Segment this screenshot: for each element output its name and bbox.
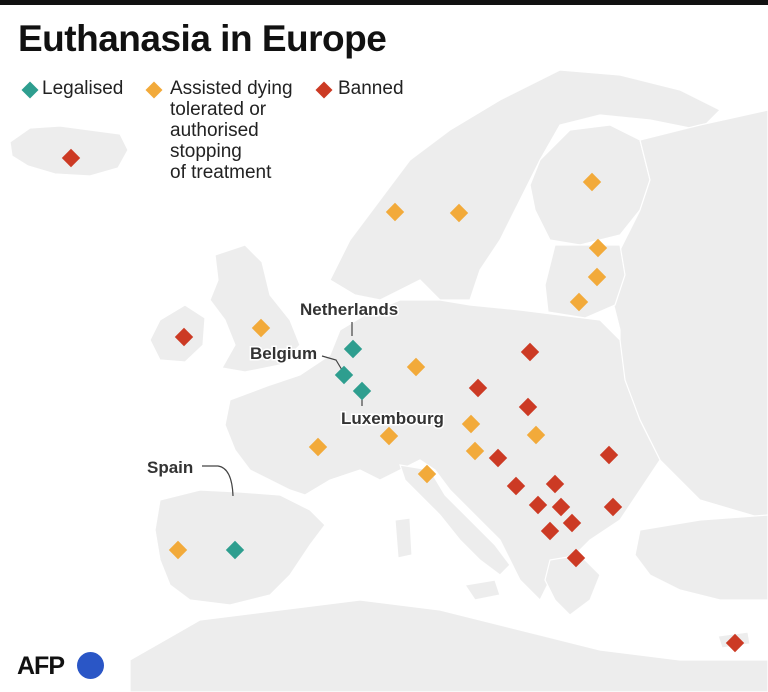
marker-poland — [520, 342, 540, 362]
tolerated-swatch — [145, 81, 163, 99]
legalised-swatch — [21, 81, 39, 99]
marker-slovakia — [518, 397, 538, 417]
marker-germany — [406, 357, 426, 377]
top-rule — [0, 0, 768, 5]
marker-france — [308, 437, 328, 457]
country-markers — [61, 148, 745, 653]
britain-land — [209, 244, 301, 373]
luxembourg-label: Luxembourg — [341, 409, 444, 428]
marker-italy — [417, 464, 437, 484]
logo-text: AFP — [17, 652, 65, 680]
marker-spain — [225, 540, 245, 560]
spain-leader — [202, 465, 234, 497]
marker-belgium — [334, 365, 354, 385]
marker-albania — [540, 521, 560, 541]
marker-lithuania — [569, 292, 589, 312]
sicily-land — [463, 579, 501, 601]
scandinavia-land — [329, 69, 722, 301]
marker-hungary — [526, 425, 546, 445]
marker-kosovo — [551, 497, 571, 517]
baltics-land — [544, 244, 626, 319]
netherlands-label: Netherlands — [300, 300, 398, 319]
logo-dot — [77, 652, 104, 679]
marker-norway — [385, 202, 405, 222]
italy-land — [399, 464, 511, 576]
marker-iceland — [61, 148, 81, 168]
marker-croatia — [488, 448, 508, 468]
belgium-leader — [321, 355, 343, 371]
marker-serbia — [545, 474, 565, 494]
legend-label: Banned — [338, 78, 404, 99]
marker-montenegro — [528, 495, 548, 515]
legend-label: Assisted dying tolerated or authorised s… — [170, 78, 293, 183]
marker-austria — [461, 414, 481, 434]
turkey-land — [634, 514, 768, 601]
marker-netherlands — [343, 339, 363, 359]
belgium-label: Belgium — [250, 344, 317, 363]
north-africa-land — [129, 599, 768, 692]
marker-bulgaria — [603, 497, 623, 517]
legend-label: Legalised — [42, 78, 124, 99]
marker-bosnia-and-herzegovina — [506, 476, 526, 496]
marker-finland — [582, 172, 602, 192]
marker-ireland — [174, 327, 194, 347]
marker-luxembourg — [352, 381, 372, 401]
marker-united-kingdom — [251, 318, 271, 338]
marker-greece — [566, 548, 586, 568]
sardinia-land — [394, 517, 413, 559]
marker-switzerland — [379, 426, 399, 446]
marker-cyprus — [725, 633, 745, 653]
page-title: Euthanasia in Europe — [18, 18, 387, 59]
marker-portugal — [168, 540, 188, 560]
legend: Legalised Assisted dying tolerated or au… — [0, 78, 768, 188]
marker-latvia — [587, 267, 607, 287]
marker-romania — [599, 445, 619, 465]
ireland-land — [149, 304, 206, 363]
marker-czechia — [468, 378, 488, 398]
marker-estonia — [588, 238, 608, 258]
spain-label: Spain — [147, 458, 193, 477]
marker-sweden — [449, 203, 469, 223]
marker-north-macedonia — [562, 513, 582, 533]
marker-slovenia — [465, 441, 485, 461]
